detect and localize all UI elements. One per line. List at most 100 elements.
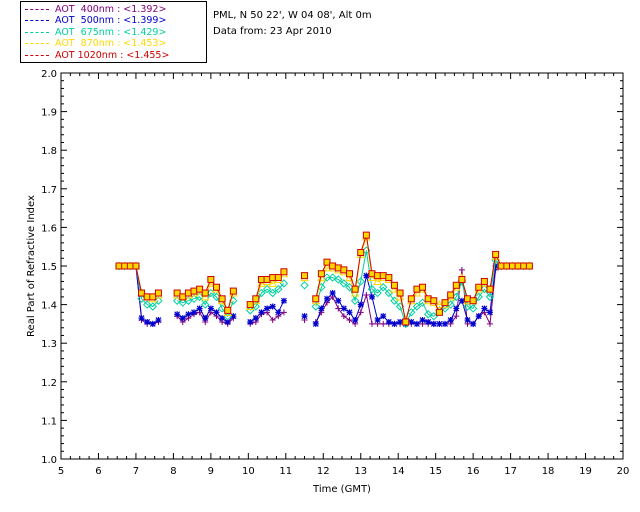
data-point	[407, 308, 416, 317]
data-point	[328, 273, 337, 282]
data-point	[408, 318, 415, 325]
data-point	[475, 283, 483, 291]
data-point	[379, 272, 387, 280]
series-line	[315, 236, 530, 322]
data-point	[352, 317, 359, 324]
data-point	[486, 309, 493, 316]
data-point	[390, 284, 399, 293]
data-point	[230, 313, 237, 320]
legend-swatch	[25, 54, 49, 56]
data-point	[334, 275, 343, 284]
data-point	[380, 313, 387, 320]
data-point	[435, 308, 443, 316]
data-point	[464, 317, 471, 324]
data-point	[196, 285, 204, 293]
data-point	[447, 317, 454, 324]
data-point	[268, 278, 278, 287]
data-point	[268, 288, 277, 298]
data-point	[357, 248, 365, 256]
data-point	[362, 231, 370, 239]
y-tick-label: 1.2	[41, 378, 57, 389]
data-point	[356, 277, 365, 286]
data-point	[207, 276, 215, 284]
y-tick-label: 1.7	[41, 185, 57, 196]
data-point	[280, 268, 288, 276]
data-point	[121, 262, 129, 270]
y-axis-label: Real Part of Refractive Index	[26, 195, 37, 337]
data-point	[474, 292, 483, 302]
data-point	[224, 318, 231, 325]
data-point	[173, 289, 181, 297]
legend-entry: AOT 675nm : <1.429>	[25, 26, 166, 38]
data-point	[525, 262, 533, 270]
data-point	[475, 313, 482, 320]
data-point	[390, 281, 398, 289]
data-point	[340, 266, 348, 274]
x-tick-label: 8	[170, 466, 176, 477]
data-point	[346, 309, 353, 316]
x-tick-label: 11	[279, 466, 292, 477]
data-point	[425, 318, 432, 325]
data-point	[397, 318, 404, 325]
data-point	[274, 284, 283, 294]
data-point	[367, 273, 377, 282]
data-point	[200, 292, 210, 301]
data-point	[480, 277, 488, 285]
data-point	[464, 295, 472, 303]
data-point	[219, 315, 226, 322]
legend-entry: AOT 1020nm : <1.455>	[25, 49, 169, 61]
data-point	[334, 264, 342, 272]
data-point	[419, 283, 427, 291]
x-tick-label: 6	[95, 466, 101, 477]
data-point	[318, 305, 325, 312]
data-date: Data from: 23 Apr 2010	[213, 26, 332, 37]
data-point	[345, 270, 353, 278]
series-line	[119, 265, 159, 308]
data-point	[470, 320, 477, 327]
x-tick-label: 5	[58, 466, 64, 477]
data-point	[402, 318, 410, 326]
data-point	[301, 313, 308, 320]
x-tick-label: 10	[242, 466, 255, 477]
data-point	[463, 302, 472, 311]
site-location: PML, N 50 22', W 04 08', Alt 0m	[213, 10, 372, 21]
series-group	[115, 231, 533, 326]
data-point	[458, 297, 465, 304]
data-point	[224, 306, 232, 314]
data-point	[185, 311, 192, 318]
legend-box: AOT 400nm : <1.392> AOT 500nm : <1.399> AO…	[20, 1, 207, 63]
data-point	[323, 258, 331, 266]
x-tick-label: 19	[579, 466, 592, 477]
data-point	[379, 283, 388, 292]
data-point	[311, 302, 320, 311]
y-tick-label: 1.0	[41, 455, 57, 466]
legend-swatch	[25, 43, 49, 45]
data-point	[430, 320, 437, 327]
data-point	[275, 309, 282, 316]
data-point	[391, 320, 398, 327]
x-tick-label: 13	[354, 466, 367, 477]
data-point	[497, 262, 505, 270]
data-point	[430, 297, 438, 305]
series-line	[315, 250, 530, 326]
data-point	[143, 293, 151, 301]
data-point	[373, 276, 382, 285]
x-tick-label: 9	[208, 466, 214, 477]
legend-label: AOT 675nm : <1.429>	[55, 26, 167, 38]
y-tick-label: 1.9	[41, 108, 57, 119]
data-point	[247, 318, 254, 325]
data-point	[335, 297, 342, 304]
data-point	[363, 272, 370, 279]
y-tick-label: 1.8	[41, 146, 57, 157]
data-point	[148, 302, 158, 311]
data-point	[396, 289, 404, 297]
legend-swatch	[25, 31, 49, 33]
x-tick-label: 20	[617, 466, 630, 477]
data-point	[357, 301, 364, 308]
data-point	[419, 317, 426, 324]
data-point	[262, 284, 272, 294]
x-axis-label: Time (GMT)	[312, 484, 371, 495]
data-point	[218, 295, 226, 303]
